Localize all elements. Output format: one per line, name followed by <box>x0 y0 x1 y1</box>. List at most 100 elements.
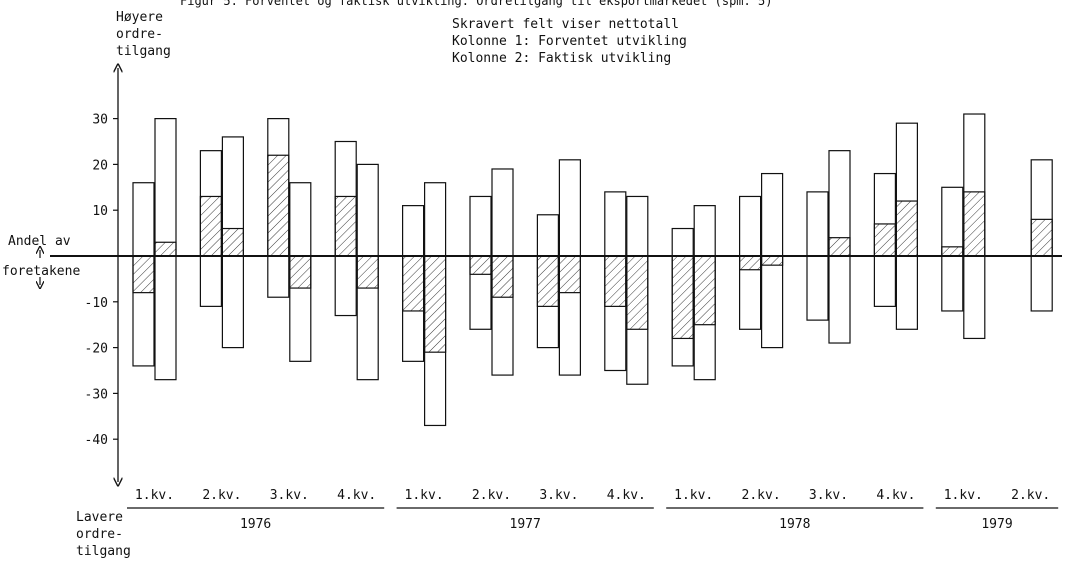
bar-faktisk <box>760 172 784 349</box>
bar-net-hatched <box>469 255 492 275</box>
bar-lower-segment <box>963 255 986 340</box>
ylabel-top: Høyere ordre- tilgang <box>116 10 171 59</box>
bar-upper-segment <box>424 182 447 257</box>
legend-line-2: Kolonne 1: Forventet utvikling <box>452 34 687 49</box>
bar-forventet <box>132 182 155 367</box>
bar-net-hatched <box>693 255 716 326</box>
ylabel-top-line-1: Høyere <box>116 10 163 25</box>
bar-faktisk <box>626 195 649 385</box>
bar-net-hatched <box>289 255 312 289</box>
y-tick-label: 30 <box>92 113 108 128</box>
ylabel-mid-line-1: Andel av <box>8 234 71 249</box>
bar-forventet <box>402 205 425 362</box>
category-label: 1.kv. <box>135 488 174 503</box>
bar-net-hatched <box>963 191 986 257</box>
bar-net-hatched <box>132 255 155 294</box>
y-tick-label: -20 <box>85 342 108 357</box>
category-label: 3.kv. <box>270 488 309 503</box>
ylabel-mid: Andel av foretakene <box>2 234 80 285</box>
bar-lower-segment <box>941 255 964 312</box>
category-label: 4.kv. <box>876 488 915 503</box>
bar-forventet <box>267 117 290 298</box>
category-label: 4.kv. <box>337 488 376 503</box>
bar-net-hatched <box>491 255 514 298</box>
bar-net-hatched <box>221 227 244 257</box>
bar-faktisk <box>895 122 919 330</box>
bar-net-hatched <box>154 241 177 257</box>
y-tick-label: 20 <box>92 158 108 173</box>
legend-line-1: Skravert felt viser nettotall <box>452 17 679 32</box>
bar-upper-segment <box>604 191 627 257</box>
legend: Skravert felt viser nettotall Kolonne 1:… <box>452 17 687 66</box>
bar-lower-segment <box>806 255 829 321</box>
bar-lower-segment <box>873 255 897 307</box>
category-label: 2.kv. <box>1011 488 1050 503</box>
bar-faktisk <box>1030 159 1053 312</box>
bar-lower-segment <box>154 255 177 381</box>
legend-line-3: Kolonne 2: Faktisk utvikling <box>452 51 671 66</box>
category-label: 4.kv. <box>607 488 646 503</box>
category-labels: 1.kv. 2.kv. 3.kv. 4.kv. 1.kv. 2.kv. 3.kv. 4.kv.… <box>135 488 1050 503</box>
bar-forventet <box>536 214 560 349</box>
bar-forventet <box>738 195 762 330</box>
bar-net-hatched <box>1030 218 1053 257</box>
year-groups: 1976 1977 1978 1979 <box>127 507 1059 532</box>
bar-upper-segment <box>289 182 312 257</box>
bar-net-hatched <box>334 195 357 257</box>
chart-title: Figur 5. Forventet og faktisk utvikling.… <box>180 0 772 8</box>
bar-forventet <box>469 195 492 330</box>
ylabel-top-line-3: tilgang <box>116 44 171 59</box>
category-label: 1.kv. <box>405 488 444 503</box>
bar-net-hatched <box>873 223 897 257</box>
bar-net-hatched <box>828 237 851 257</box>
category-label: 1.kv. <box>674 488 713 503</box>
category-label: 1.kv. <box>944 488 983 503</box>
y-tick-label: -10 <box>85 296 108 311</box>
bar-lower-segment <box>334 255 357 317</box>
bar-upper-segment <box>693 205 716 257</box>
bar-forventet <box>873 172 897 307</box>
bar-faktisk <box>221 136 244 349</box>
y-tick-label: -40 <box>85 433 108 448</box>
bar-forventet <box>941 186 964 312</box>
bar-upper-segment <box>941 186 964 257</box>
ylabel-mid-line-2: foretakene <box>2 264 80 279</box>
category-label: 2.kv. <box>742 488 781 503</box>
bar-net-hatched <box>424 255 447 353</box>
bar-upper-segment <box>738 195 762 257</box>
bar-forventet <box>334 140 357 317</box>
bar-upper-segment <box>558 159 582 257</box>
bar-net-hatched <box>760 255 784 266</box>
bar-faktisk <box>963 113 986 340</box>
bar-upper-segment <box>626 195 649 257</box>
ylabel-bottom-line-2: ordre- <box>76 527 123 542</box>
bar-forventet <box>199 150 222 307</box>
bar-lower-segment <box>760 255 784 349</box>
bar-upper-segment <box>402 205 425 257</box>
bar-upper-segment <box>132 182 155 257</box>
ylabel-bottom-line-1: Lavere <box>76 510 123 525</box>
year-label: 1977 <box>510 517 541 532</box>
bar-faktisk <box>356 163 379 381</box>
bar-net-hatched <box>402 255 425 312</box>
ylabel-bottom: Lavere ordre- tilgang <box>76 510 131 559</box>
ylabel-top-line-2: ordre- <box>116 27 163 42</box>
bar-upper-segment <box>154 117 177 257</box>
bar-upper-segment <box>671 227 694 257</box>
year-label: 1976 <box>240 517 271 532</box>
y-tick-label: -30 <box>85 387 108 402</box>
bar-forventet <box>806 191 829 321</box>
bar-net-hatched <box>895 200 919 257</box>
bar-net-hatched <box>626 255 649 330</box>
y-ticks: 30 20 10 -10 -20 -30 -40 <box>85 113 118 448</box>
y-tick-label: 10 <box>92 204 108 219</box>
bar-net-hatched <box>536 255 560 307</box>
bar-faktisk <box>693 205 716 381</box>
bar-net-hatched <box>941 246 964 257</box>
bar-net-hatched <box>671 255 694 340</box>
bar-net-hatched <box>558 255 582 294</box>
bar-upper-segment <box>806 191 829 257</box>
bar-faktisk <box>424 182 447 427</box>
ylabel-bottom-line-3: tilgang <box>76 544 131 559</box>
